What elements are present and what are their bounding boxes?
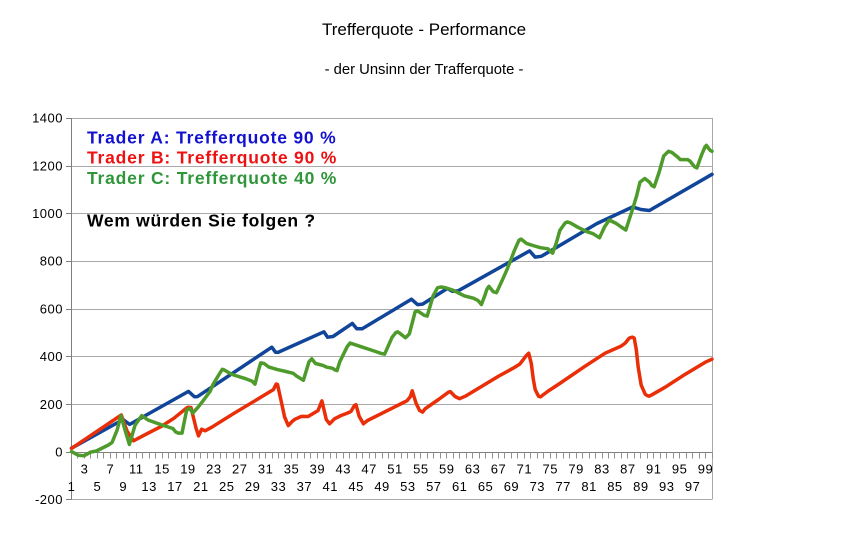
svg-text:99: 99: [698, 462, 713, 477]
svg-text:19: 19: [180, 462, 195, 477]
svg-text:75: 75: [543, 462, 558, 477]
svg-text:95: 95: [672, 462, 687, 477]
svg-text:43: 43: [335, 462, 350, 477]
svg-text:0: 0: [55, 444, 63, 459]
svg-text:87: 87: [620, 462, 635, 477]
svg-text:71: 71: [517, 462, 532, 477]
svg-text:81: 81: [581, 479, 596, 494]
svg-text:400: 400: [40, 349, 63, 364]
svg-text:31: 31: [258, 462, 273, 477]
svg-text:49: 49: [374, 479, 389, 494]
svg-text:Wem würden Sie folgen ?: Wem würden Sie folgen ?: [87, 211, 316, 231]
svg-text:Trefferquote - Performance: Trefferquote - Performance: [322, 20, 526, 39]
svg-text:-200: -200: [35, 492, 63, 507]
svg-text:11: 11: [129, 462, 144, 477]
svg-text:39: 39: [310, 462, 325, 477]
svg-text:13: 13: [141, 479, 156, 494]
svg-text:3: 3: [81, 462, 89, 477]
svg-text:83: 83: [594, 462, 609, 477]
svg-text:63: 63: [465, 462, 480, 477]
svg-text:89: 89: [633, 479, 648, 494]
svg-text:55: 55: [413, 462, 428, 477]
svg-text:45: 45: [348, 479, 363, 494]
svg-text:53: 53: [400, 479, 415, 494]
svg-text:Trader A: Trefferquote 90 %: Trader A: Trefferquote 90 %: [87, 127, 336, 147]
svg-text:69: 69: [504, 479, 519, 494]
svg-text:15: 15: [154, 462, 169, 477]
svg-text:57: 57: [426, 479, 441, 494]
svg-text:Trader B: Trefferquote 90 %: Trader B: Trefferquote 90 %: [87, 147, 337, 167]
svg-text:73: 73: [530, 479, 545, 494]
svg-text:9: 9: [119, 479, 127, 494]
svg-text:25: 25: [219, 479, 234, 494]
svg-text:97: 97: [685, 479, 700, 494]
svg-text:Trader C: Trefferquote 40 %: Trader C: Trefferquote 40 %: [87, 168, 337, 188]
svg-text:21: 21: [193, 479, 208, 494]
svg-text:91: 91: [646, 462, 661, 477]
svg-text:33: 33: [271, 479, 286, 494]
svg-text:51: 51: [387, 462, 402, 477]
svg-text:93: 93: [659, 479, 674, 494]
svg-text:1200: 1200: [32, 158, 63, 173]
svg-text:- der Unsinn der Trafferquote: - der Unsinn der Trafferquote -: [325, 62, 524, 78]
svg-text:800: 800: [40, 254, 63, 269]
svg-text:23: 23: [206, 462, 221, 477]
svg-text:1400: 1400: [32, 111, 63, 126]
svg-text:17: 17: [167, 479, 182, 494]
svg-text:35: 35: [284, 462, 299, 477]
svg-text:77: 77: [555, 479, 570, 494]
svg-text:65: 65: [478, 479, 493, 494]
svg-text:67: 67: [491, 462, 506, 477]
svg-text:7: 7: [106, 462, 114, 477]
svg-text:59: 59: [439, 462, 454, 477]
svg-text:47: 47: [361, 462, 376, 477]
svg-text:29: 29: [245, 479, 260, 494]
svg-text:1000: 1000: [32, 206, 63, 221]
svg-text:600: 600: [40, 301, 63, 316]
svg-text:85: 85: [607, 479, 622, 494]
svg-text:27: 27: [232, 462, 247, 477]
svg-text:5: 5: [94, 479, 102, 494]
svg-text:37: 37: [297, 479, 312, 494]
svg-text:200: 200: [40, 397, 63, 412]
svg-text:41: 41: [323, 479, 338, 494]
svg-text:1: 1: [68, 479, 76, 494]
svg-text:79: 79: [568, 462, 583, 477]
svg-text:61: 61: [452, 479, 467, 494]
